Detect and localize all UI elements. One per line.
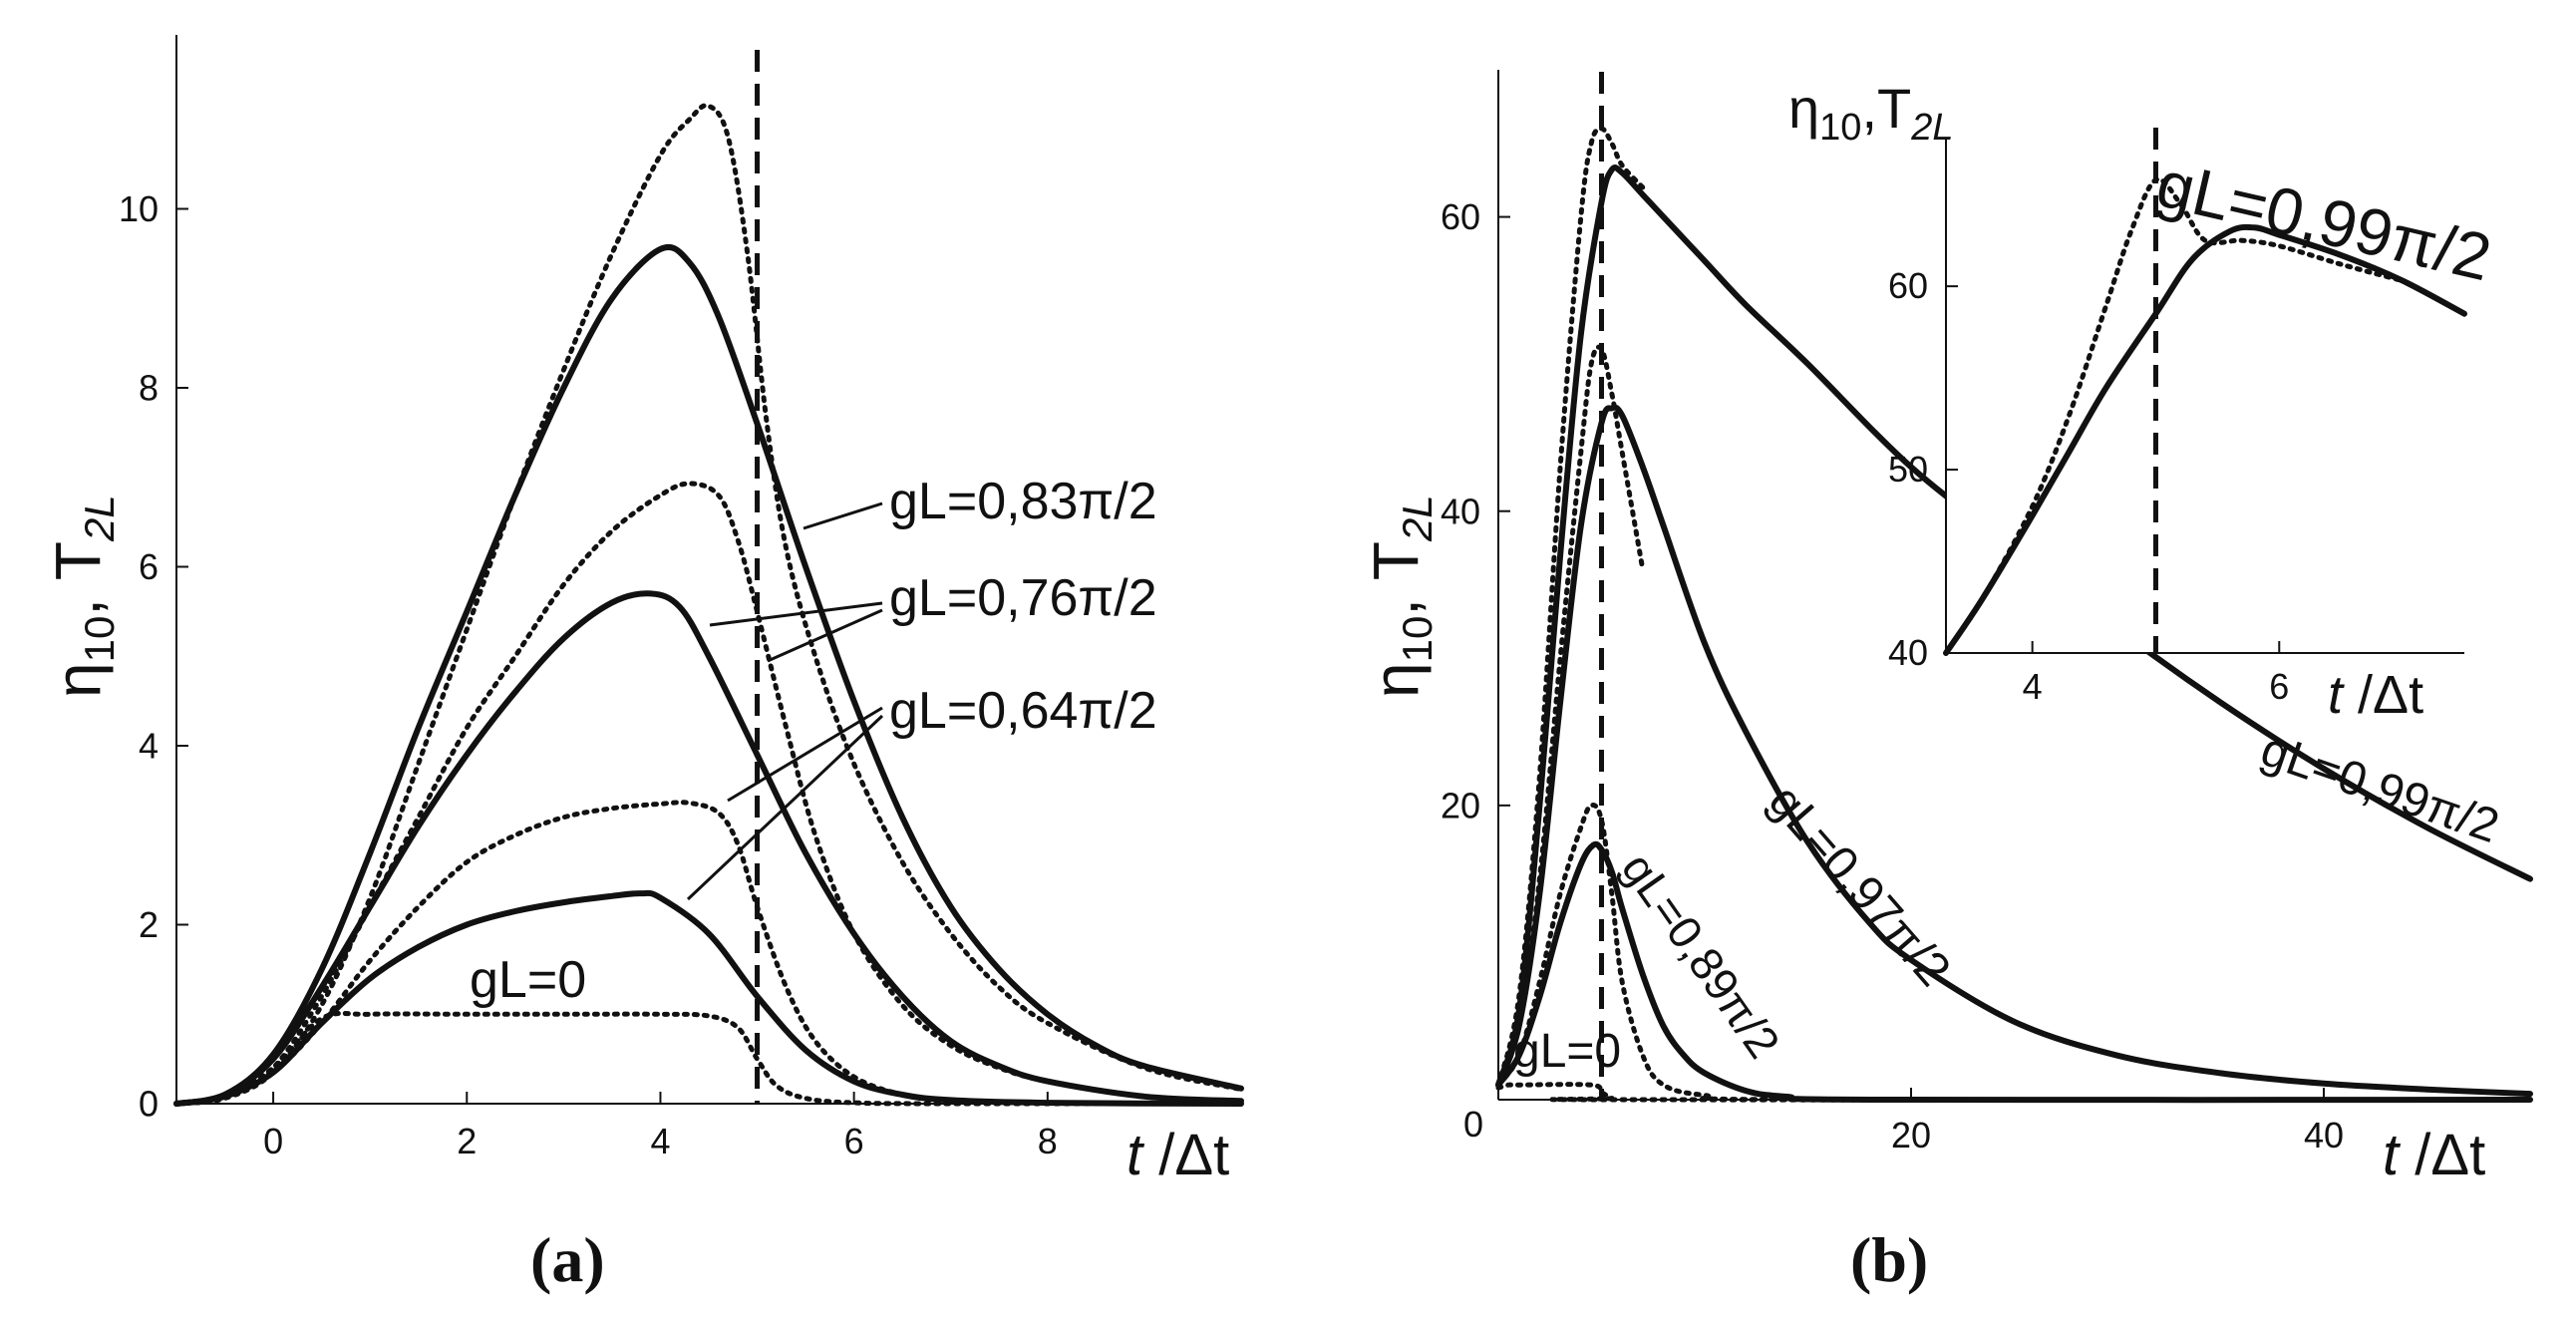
- panel-a-tag: (a): [530, 1224, 605, 1295]
- panel-a-x-tick-label: 8: [1038, 1121, 1058, 1161]
- panel-b-series-0-eta10: [1495, 1082, 2533, 1103]
- panel-a-y-label: η10, T2L: [42, 495, 123, 698]
- panel-a-y-tick-label: 0: [139, 1084, 159, 1125]
- panel-b-label-gl099: gL=0,99π/2: [2254, 723, 2505, 853]
- inset-y-label: η10,T2L: [1788, 77, 1953, 149]
- inset-y-tick-label: 40: [1888, 632, 1928, 673]
- inset-x-tick-label: 4: [2023, 666, 2043, 707]
- inset-background: [1946, 140, 2464, 653]
- panel-a-series-0-eta10: [173, 1010, 1244, 1107]
- panel-a-y-tick-label: 8: [139, 368, 159, 409]
- panel-a-leader-gl076-1: [709, 601, 883, 627]
- panel-b-origin-label: 0: [1463, 1104, 1483, 1145]
- panel-b-x-tick-label: 40: [2304, 1115, 2344, 1155]
- panel-b-label-gl0: gL=0: [1513, 1025, 1621, 1078]
- panel-a-x-tick-label: 2: [457, 1121, 477, 1161]
- panel-b-y-tick-label: 40: [1441, 491, 1480, 531]
- panel-a-y-tick-label: 10: [119, 188, 159, 229]
- panel-a-label-gl083: gL=0,83π/2: [889, 473, 1157, 530]
- panel-a-series-6-eta10: [173, 103, 1244, 1107]
- panel-b-y-label: η10, T2L: [1360, 495, 1441, 698]
- panel-a-x-label: t /Δt: [1127, 1123, 1229, 1187]
- inset-series-0-eta10: [1943, 176, 2406, 656]
- panel-a-leader-gl083: [803, 501, 883, 530]
- panel-b-series-6-t2l: [1495, 165, 2533, 1089]
- panel-a-series-5-t2l: [173, 243, 1244, 1107]
- panel-a-series-2-eta10: [173, 800, 1244, 1107]
- panel-b-series-1-eta10: [1495, 803, 2533, 1103]
- inset-y-tick-label: 50: [1888, 449, 1928, 490]
- panel-b-series-2-t2l: [1495, 840, 2533, 1104]
- panel-a-y-tick-label: 4: [139, 726, 159, 767]
- inset-x-label: t /Δt: [2328, 665, 2423, 725]
- panel-a-chart: 0 2 4 6 8 0 2 4 6 8 10 η10, T2L t /Δt gL=0,83π/2 g…: [42, 35, 1244, 1295]
- inset-y-tick-label: 60: [1888, 265, 1928, 306]
- panel-b-x-label: t /Δt: [2383, 1123, 2485, 1187]
- panel-b-y-tick-label: 20: [1441, 785, 1480, 825]
- panel-b-label-gl097: gL=0,97π/2: [1759, 775, 1961, 996]
- panel-a-label-gl0: gL=0: [470, 951, 586, 1009]
- panel-b-chart: 20 40 20 40 60 0 η10, T2L t /Δt gL=0,99π/2 g…: [1360, 70, 2533, 1295]
- panel-a-x-tick-label: 4: [650, 1121, 670, 1161]
- panel-a-label-gl076: gL=0,76π/2: [889, 569, 1157, 627]
- panel-a-series-3-t2l: [173, 590, 1244, 1107]
- panel-a-leader-gl064-2: [686, 714, 884, 901]
- inset-series-1-t2l: [1943, 223, 2467, 656]
- panel-a-y-tick-label: 6: [139, 546, 159, 587]
- panel-b-x-tick-label: 20: [1891, 1115, 1931, 1155]
- inset-x-tick-label: 6: [2269, 666, 2289, 707]
- panel-a-leader-gl064-1: [727, 706, 883, 803]
- panel-a-series-1-t2l: [173, 889, 1244, 1107]
- panel-b-y-tick-label: 60: [1441, 196, 1480, 237]
- panel-a-label-gl064: gL=0,64π/2: [889, 682, 1157, 740]
- panel-a-x-tick-label: 6: [844, 1121, 864, 1161]
- panel-a-series-4-eta10: [173, 481, 1244, 1107]
- panel-b-series-4-t2l: [1495, 404, 2533, 1098]
- panel-a-leader-gl076-2: [767, 608, 883, 663]
- panel-b-tag: (b): [1850, 1224, 1928, 1295]
- panel-a-y-tick-label: 2: [139, 904, 159, 945]
- panel-a-x-tick-label: 0: [263, 1121, 283, 1161]
- panel-b-series-5-eta10: [1495, 126, 1646, 1088]
